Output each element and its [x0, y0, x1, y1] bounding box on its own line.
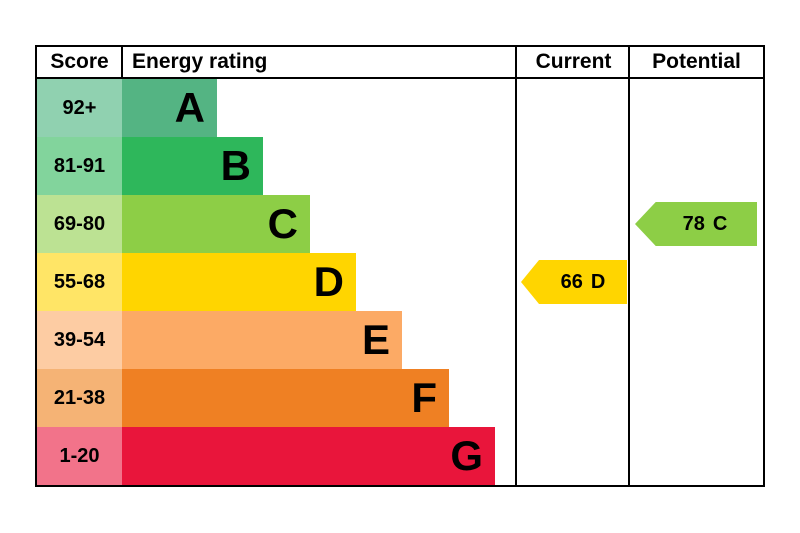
potential-band-letter: C	[712, 212, 728, 235]
band-bar: G	[122, 427, 495, 485]
score-range: 39-54	[37, 311, 122, 369]
score-range: 21-38	[37, 369, 122, 427]
potential-header: Potential	[652, 50, 741, 73]
current-band-letter: D	[590, 270, 606, 293]
potential-score: 78	[682, 212, 705, 235]
current-rating-arrow: 66 D	[521, 260, 627, 304]
current-column-divider	[515, 47, 517, 485]
potential-rating-arrow: 78 C	[635, 202, 757, 246]
current-header: Current	[535, 50, 612, 73]
band-row-e: 39-54 E	[37, 311, 763, 369]
score-range: 55-68	[37, 253, 122, 311]
band-bar: D	[122, 253, 356, 311]
band-row-b: 81-91 B	[37, 137, 763, 195]
band-row-d: 55-68 D	[37, 253, 763, 311]
band-row-g: 1-20 G	[37, 427, 763, 485]
band-letter: G	[450, 432, 483, 479]
band-bar: F	[122, 369, 449, 427]
band-letter: F	[411, 374, 437, 421]
band-letter: A	[174, 84, 205, 131]
band-letter: C	[267, 200, 298, 247]
band-letter: D	[313, 258, 344, 305]
current-score: 66	[560, 270, 583, 293]
epc-table: Score Energy rating Current Potential 92…	[35, 45, 765, 487]
score-header: Score	[50, 50, 109, 73]
band-row-f: 21-38 F	[37, 369, 763, 427]
band-bar: B	[122, 137, 263, 195]
band-rows: 92+ A 81-91 B 69-80 C 55-68	[37, 79, 763, 485]
table-header: Score Energy rating Current Potential	[37, 47, 763, 79]
potential-column-divider	[628, 47, 630, 485]
band-bar: E	[122, 311, 402, 369]
band-row-a: 92+ A	[37, 79, 763, 137]
score-range: 69-80	[37, 195, 122, 253]
band-bar: A	[122, 79, 217, 137]
score-column-divider	[121, 47, 123, 79]
band-letter: E	[361, 316, 390, 363]
band-bar: C	[122, 195, 310, 253]
score-range: 81-91	[37, 137, 122, 195]
score-range: 1-20	[37, 427, 122, 485]
energy-rating-header: Energy rating	[132, 50, 268, 73]
band-row-c: 69-80 C	[37, 195, 763, 253]
score-range: 92+	[37, 79, 122, 137]
band-letter: B	[220, 142, 251, 189]
